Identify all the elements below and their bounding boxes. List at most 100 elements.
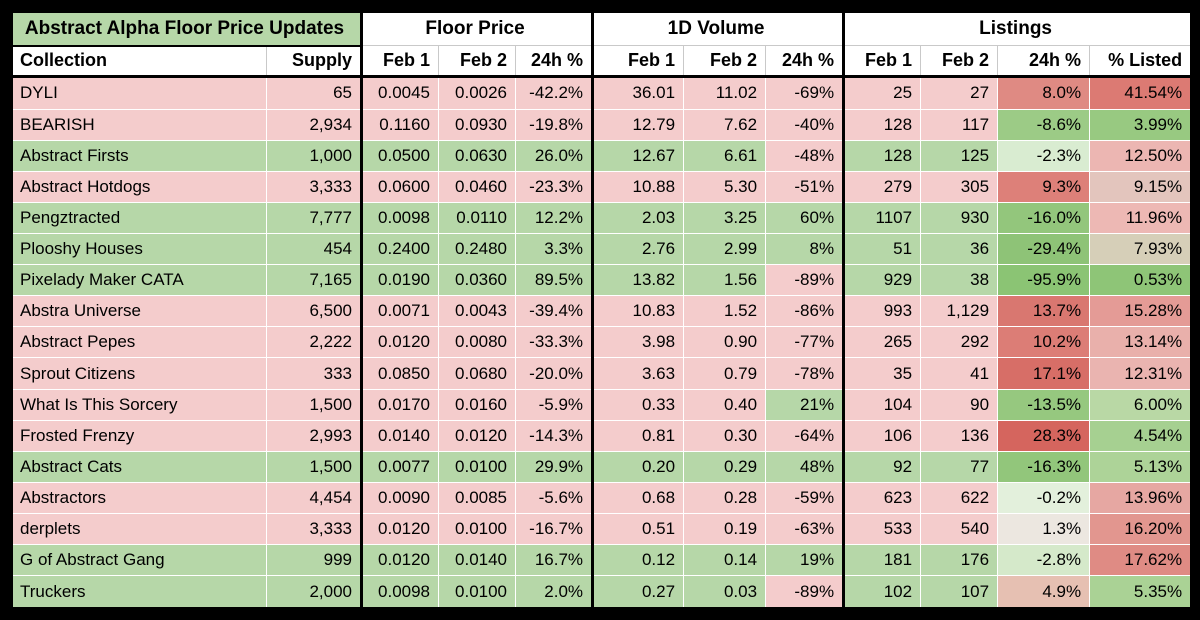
cell-floor-feb2[interactable]: 0.0460	[438, 170, 516, 203]
cell-volume-24h-pct[interactable]: -78%	[765, 357, 844, 390]
cell-listings-24h-pct[interactable]: -13.5%	[997, 388, 1090, 421]
cell-volume-feb1[interactable]: 0.33	[591, 388, 684, 421]
cell-floor-24h-pct[interactable]: -14.3%	[515, 419, 593, 452]
cell-listings-24h-pct[interactable]: -0.2%	[997, 481, 1090, 514]
cell-listings-24h-pct[interactable]: -16.0%	[997, 201, 1090, 234]
cell-listings-feb2[interactable]: 27	[920, 76, 998, 110]
cell-volume-24h-pct[interactable]: -64%	[765, 419, 844, 452]
cell-listings-feb1[interactable]: 25	[842, 76, 921, 110]
cell-pct-listed[interactable]: 4.54%	[1089, 419, 1192, 452]
cell-pct-listed[interactable]: 3.99%	[1089, 108, 1192, 141]
cell-listings-feb2[interactable]: 540	[920, 513, 998, 545]
cell-pct-listed[interactable]: 13.96%	[1089, 481, 1192, 514]
cell-collection-name[interactable]: Plooshy Houses	[11, 233, 267, 265]
cell-collection-name[interactable]: derplets	[11, 513, 267, 545]
cell-volume-24h-pct[interactable]: -69%	[765, 76, 844, 110]
cell-volume-feb2[interactable]: 0.79	[683, 357, 766, 390]
cell-listings-feb2[interactable]: 38	[920, 264, 998, 296]
cell-listings-feb2[interactable]: 136	[920, 419, 998, 452]
cell-supply[interactable]: 3,333	[265, 170, 362, 203]
cell-collection-name[interactable]: DYLI	[11, 76, 267, 110]
cell-volume-24h-pct[interactable]: -77%	[765, 326, 844, 358]
cell-pct-listed[interactable]: 0.53%	[1089, 264, 1192, 296]
cell-listings-feb1[interactable]: 128	[842, 139, 921, 172]
cell-listings-feb1[interactable]: 265	[842, 326, 921, 358]
cell-pct-listed[interactable]: 9.15%	[1089, 170, 1192, 203]
cell-volume-feb2[interactable]: 2.99	[683, 233, 766, 265]
cell-floor-feb1[interactable]: 0.0140	[360, 419, 439, 452]
cell-floor-24h-pct[interactable]: -5.6%	[515, 481, 593, 514]
cell-volume-feb1[interactable]: 12.67	[591, 139, 684, 172]
cell-floor-feb2[interactable]: 0.0110	[438, 201, 516, 234]
cell-collection-name[interactable]: Abstract Hotdogs	[11, 170, 267, 203]
cell-floor-feb1[interactable]: 0.0600	[360, 170, 439, 203]
cell-floor-24h-pct[interactable]: -33.3%	[515, 326, 593, 358]
cell-volume-24h-pct[interactable]: 19%	[765, 544, 844, 576]
cell-volume-feb2[interactable]: 0.14	[683, 544, 766, 576]
col-collection[interactable]: Collection	[11, 45, 267, 78]
cell-collection-name[interactable]: Abstract Firsts	[11, 139, 267, 172]
cell-listings-feb1[interactable]: 929	[842, 264, 921, 296]
cell-volume-feb2[interactable]: 0.29	[683, 450, 766, 483]
cell-pct-listed[interactable]: 16.20%	[1089, 513, 1192, 545]
cell-supply[interactable]: 7,777	[265, 201, 362, 234]
cell-listings-feb1[interactable]: 35	[842, 357, 921, 390]
cell-listings-feb2[interactable]: 90	[920, 388, 998, 421]
cell-collection-name[interactable]: G of Abstract Gang	[11, 544, 267, 576]
cell-volume-feb2[interactable]: 1.56	[683, 264, 766, 296]
cell-listings-feb2[interactable]: 176	[920, 544, 998, 576]
cell-pct-listed[interactable]: 5.13%	[1089, 450, 1192, 483]
cell-volume-feb2[interactable]: 6.61	[683, 139, 766, 172]
cell-volume-feb2[interactable]: 0.19	[683, 513, 766, 545]
cell-listings-feb1[interactable]: 1107	[842, 201, 921, 234]
cell-floor-feb1[interactable]: 0.0120	[360, 326, 439, 358]
cell-floor-feb2[interactable]: 0.0120	[438, 419, 516, 452]
cell-floor-feb1[interactable]: 0.1160	[360, 108, 439, 141]
cell-listings-24h-pct[interactable]: 1.3%	[997, 513, 1090, 545]
cell-listings-24h-pct[interactable]: 28.3%	[997, 419, 1090, 452]
cell-listings-24h-pct[interactable]: -16.3%	[997, 450, 1090, 483]
cell-listings-feb1[interactable]: 104	[842, 388, 921, 421]
cell-pct-listed[interactable]: 17.62%	[1089, 544, 1192, 576]
cell-collection-name[interactable]: BEARISH	[11, 108, 267, 141]
cell-floor-feb2[interactable]: 0.0930	[438, 108, 516, 141]
cell-volume-feb1[interactable]: 0.51	[591, 513, 684, 545]
cell-collection-name[interactable]: Sprout Citizens	[11, 357, 267, 390]
cell-volume-24h-pct[interactable]: 48%	[765, 450, 844, 483]
cell-floor-24h-pct[interactable]: -19.8%	[515, 108, 593, 141]
cell-floor-24h-pct[interactable]: 26.0%	[515, 139, 593, 172]
cell-volume-feb2[interactable]: 7.62	[683, 108, 766, 141]
cell-floor-feb1[interactable]: 0.0120	[360, 513, 439, 545]
cell-listings-feb1[interactable]: 993	[842, 295, 921, 327]
cell-volume-feb1[interactable]: 0.27	[591, 575, 684, 609]
cell-listings-feb2[interactable]: 117	[920, 108, 998, 141]
cell-volume-feb2[interactable]: 0.90	[683, 326, 766, 358]
cell-listings-feb2[interactable]: 305	[920, 170, 998, 203]
cell-floor-24h-pct[interactable]: 16.7%	[515, 544, 593, 576]
cell-supply[interactable]: 1,000	[265, 139, 362, 172]
cell-supply[interactable]: 999	[265, 544, 362, 576]
cell-supply[interactable]: 65	[265, 76, 362, 110]
cell-volume-feb1[interactable]: 0.81	[591, 419, 684, 452]
cell-supply[interactable]: 3,333	[265, 513, 362, 545]
cell-floor-24h-pct[interactable]: 3.3%	[515, 233, 593, 265]
cell-volume-24h-pct[interactable]: 21%	[765, 388, 844, 421]
cell-floor-24h-pct[interactable]: 12.2%	[515, 201, 593, 234]
cell-listings-feb2[interactable]: 292	[920, 326, 998, 358]
cell-floor-feb2[interactable]: 0.0360	[438, 264, 516, 296]
cell-supply[interactable]: 2,993	[265, 419, 362, 452]
cell-volume-24h-pct[interactable]: -89%	[765, 264, 844, 296]
col-supply[interactable]: Supply	[265, 45, 362, 78]
cell-listings-feb2[interactable]: 77	[920, 450, 998, 483]
cell-floor-feb1[interactable]: 0.0098	[360, 575, 439, 609]
cell-floor-24h-pct[interactable]: 29.9%	[515, 450, 593, 483]
cell-floor-feb1[interactable]: 0.0170	[360, 388, 439, 421]
col-volume-feb2[interactable]: Feb 2	[683, 45, 766, 78]
cell-volume-24h-pct[interactable]: -59%	[765, 481, 844, 514]
cell-collection-name[interactable]: What Is This Sorcery	[11, 388, 267, 421]
cell-volume-feb1[interactable]: 0.68	[591, 481, 684, 514]
cell-collection-name[interactable]: Abstract Cats	[11, 450, 267, 483]
cell-listings-24h-pct[interactable]: -2.8%	[997, 544, 1090, 576]
cell-volume-feb2[interactable]: 0.28	[683, 481, 766, 514]
col-floor-24h[interactable]: 24h %	[515, 45, 593, 78]
